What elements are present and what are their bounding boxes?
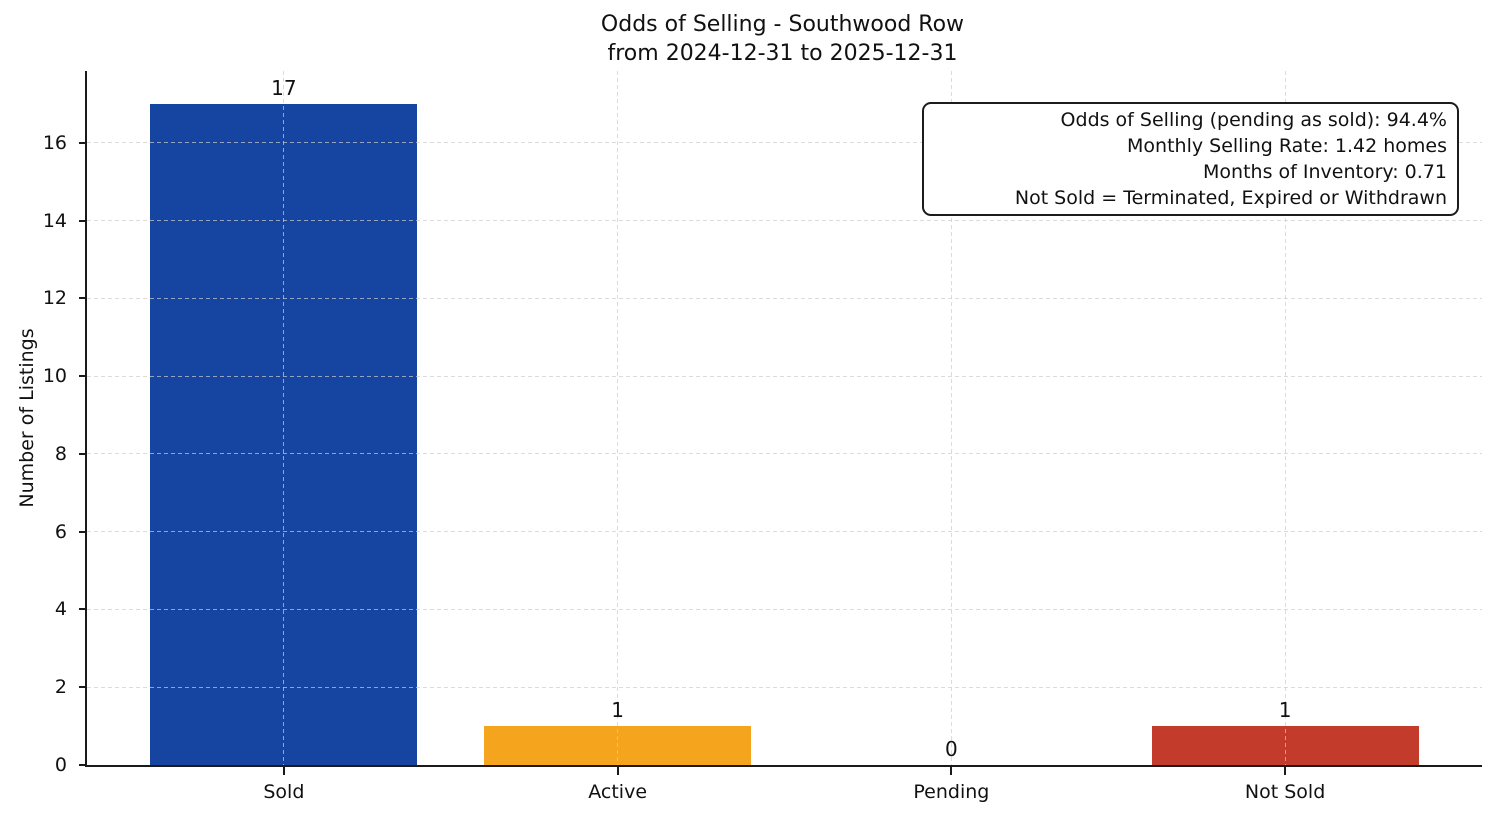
y-tick-label: 14 [42, 209, 67, 232]
x-tick-mark [950, 767, 953, 775]
x-tick-label-active: Active [588, 781, 648, 803]
y-gridline [87, 375, 1482, 377]
annotation-line-2: Monthly Selling Rate: 1.42 homes [1127, 135, 1447, 157]
y-tick-mark [79, 452, 87, 455]
y-tick-mark [79, 608, 87, 611]
y-tick-label: 12 [42, 287, 67, 310]
y-tick-label: 16 [42, 131, 67, 154]
y-gridline [87, 686, 1482, 688]
chart-title-line2: from 2024-12-31 to 2025-12-31 [607, 41, 958, 66]
x-tick-mark [282, 767, 285, 775]
x-gridline [950, 71, 952, 765]
x-tick-mark [1284, 767, 1287, 775]
annotation-line-3: Months of Inventory: 0.71 [1203, 161, 1447, 183]
chart-title: Odds of Selling - Southwood Row from 202… [85, 10, 1480, 68]
y-axis-label: Number of Listings [16, 328, 38, 508]
x-tick-label-pending: Pending [913, 781, 990, 803]
bar-value-label-pending: 0 [944, 737, 958, 761]
y-tick-mark [79, 530, 87, 533]
y-gridline [87, 142, 1482, 144]
y-tick-mark [79, 297, 87, 300]
x-tick-label-sold: Sold [263, 781, 305, 803]
y-tick-label: 8 [54, 442, 67, 465]
x-tick-mark [616, 767, 619, 775]
y-tick-mark [79, 375, 87, 378]
bar-value-label-active: 1 [611, 698, 624, 723]
y-gridline [87, 531, 1482, 533]
y-tick-label: 10 [42, 365, 67, 388]
x-gridline [617, 71, 619, 765]
bar-value-label-not-sold: 1 [1278, 698, 1292, 723]
annotation-line-4: Not Sold = Terminated, Expired or Withdr… [1014, 187, 1447, 209]
x-gridline [1284, 71, 1286, 765]
bar-value-label-sold: 17 [271, 76, 297, 101]
y-tick-mark [79, 141, 87, 144]
plot-area: Sold 17 Active 1 Pending 0 Not Sold 1 0 2 4 6 8 10 12 1… [43, 71, 1482, 803]
annotation-box: Odds of Selling (pending as sold): 94.4%… [922, 102, 1459, 216]
y-gridline [87, 220, 1482, 222]
chart-title-line1: Odds of Selling - Southwood Row [600, 12, 965, 37]
annotation-line-1: Odds of Selling (pending as sold): 94.4% [1060, 109, 1447, 131]
y-tick-label: 2 [54, 676, 67, 699]
y-tick-label: 4 [54, 598, 67, 621]
y-tick-label: 0 [54, 754, 67, 776]
y-gridline [87, 608, 1482, 610]
y-tick-mark [79, 686, 87, 689]
y-gridline [87, 453, 1482, 455]
y-tick-mark [79, 219, 87, 222]
y-tick-mark [79, 764, 87, 766]
y-tick-label: 6 [54, 520, 67, 543]
y-gridline [87, 297, 1482, 299]
x-tick-label-not-sold: Not Sold [1244, 781, 1326, 803]
x-gridline [283, 71, 285, 765]
